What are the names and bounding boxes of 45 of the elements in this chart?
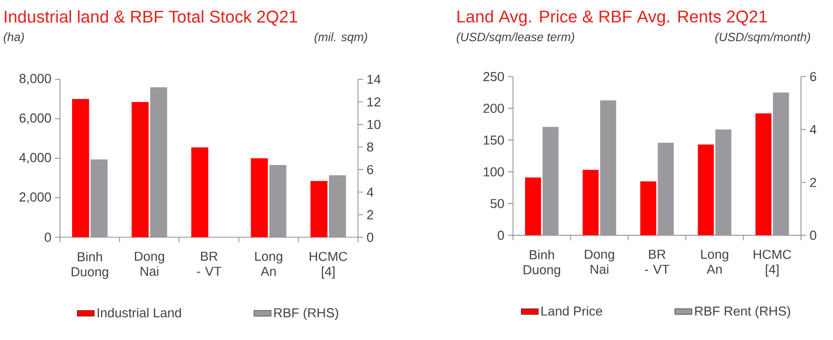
x-tick-label: Binh Duong [524, 250, 560, 277]
x-tick-label: BR - VT [644, 250, 670, 274]
legend-label: Industrial Land [98, 308, 181, 318]
y2-tick-label: 8 [367, 142, 374, 152]
y-tick-label: 6,000 [20, 113, 51, 124]
y-axis-title: (USD/sqm/lease term) [456, 32, 574, 44]
x-tick-label: Long An [701, 250, 728, 274]
y2-tick-label: 6 [367, 164, 374, 174]
x-tick-label: HCMC [4] [310, 252, 348, 279]
y2-tick-label: 0 [367, 232, 374, 242]
y2-tick-label: 6 [810, 72, 816, 82]
y2-tick-label: 4 [810, 125, 816, 134]
x-tick-label: Dong Nai [134, 252, 164, 276]
x-tick-label: Long An [255, 252, 282, 276]
y-tick-label: 4,000 [19, 152, 51, 164]
y-tick-label: 8,000 [20, 74, 51, 85]
y-tick-label: 0 [44, 232, 51, 242]
y-tick-label: 100 [484, 167, 504, 176]
y2-tick-label: 2 [367, 210, 374, 220]
y2-tick-label: 2 [810, 178, 816, 187]
y2-axis-title: (mil. sqm) [314, 32, 368, 44]
y2-tick-label: 4 [366, 188, 374, 197]
y2-tick-label: 12 [368, 97, 380, 106]
y-tick-label: 150 [484, 135, 504, 145]
y-tick-label: 2,000 [20, 192, 51, 204]
legend-label: RBF Rent (RHS) [695, 306, 790, 318]
y2-tick-label: 10 [368, 120, 380, 130]
legend-label: Land Price [542, 306, 602, 316]
bar [191, 147, 208, 238]
x-tick-label: BR - VT [196, 252, 222, 276]
chart-title: Land Avg. Price & RBF Avg. Rents 2Q21 [458, 10, 767, 26]
y-tick-label: 0 [498, 230, 504, 240]
x-tick-label: Binh Duong [72, 252, 108, 279]
y-tick-label: 200 [483, 104, 504, 113]
chart-title: Industrial land & RBF Total Stock 2Q21 [4, 10, 298, 26]
legend-label: RBF (RHS) [274, 308, 338, 320]
y-tick-label: 250 [483, 72, 504, 82]
y2-tick-label: 14 [368, 74, 381, 84]
y-axis-title: (ha) [4, 32, 24, 44]
x-tick-label: HCMC [4] [754, 250, 792, 277]
y2-axis-title: (USD/sqm/month) [715, 32, 810, 44]
y2-tick-label: 0 [810, 230, 816, 240]
x-tick-label: Dong Nai [584, 250, 614, 274]
bar [600, 100, 616, 236]
y-tick-label: 50 [490, 198, 504, 208]
